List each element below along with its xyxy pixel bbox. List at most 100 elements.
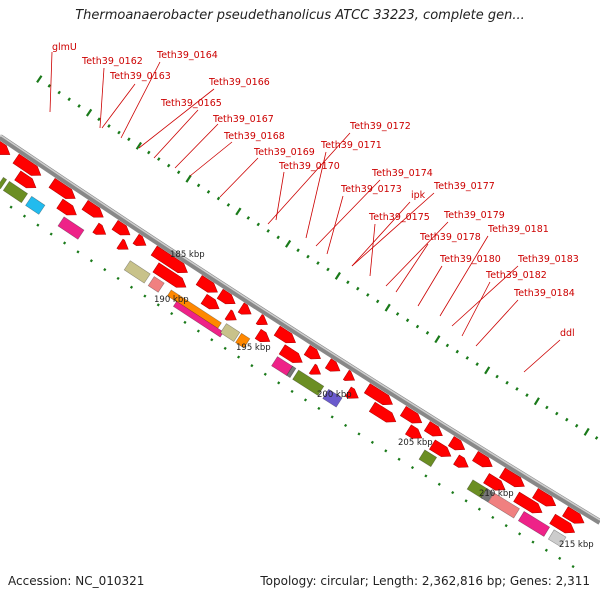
cds-arrow[interactable] <box>278 344 305 367</box>
cds-arrow[interactable] <box>499 467 527 491</box>
cds-arrow[interactable] <box>303 345 323 363</box>
feature-box[interactable] <box>418 449 438 468</box>
feature-box[interactable] <box>147 276 165 293</box>
feature-box[interactable] <box>123 260 151 284</box>
cds-arrow[interactable] <box>255 314 270 329</box>
cds-arrow[interactable] <box>12 153 44 180</box>
track-tick <box>63 241 67 245</box>
gene-label[interactable]: Teth39_0167 <box>212 114 274 125</box>
gene-label[interactable]: Teth39_0177 <box>433 181 495 192</box>
cds-arrow[interactable] <box>273 325 298 347</box>
cds-arrow[interactable] <box>216 288 238 308</box>
cds-arrow[interactable] <box>92 222 109 239</box>
feature-box[interactable] <box>480 488 495 503</box>
minor-tick <box>505 380 509 385</box>
feature-box[interactable] <box>487 492 520 519</box>
minor-tick <box>346 280 350 285</box>
cds-arrow[interactable] <box>308 363 323 379</box>
gene-label[interactable]: Teth39_0164 <box>156 50 218 61</box>
minor-tick <box>356 286 360 291</box>
cds-arrow[interactable] <box>116 238 131 254</box>
minor-tick <box>77 104 81 108</box>
cds-arrow[interactable] <box>132 233 149 250</box>
gene-label[interactable]: Teth39_0163 <box>109 71 171 82</box>
cds-arrow[interactable] <box>324 358 343 376</box>
gene-label[interactable]: Teth39_0170 <box>278 161 340 172</box>
minor-tick <box>515 387 519 391</box>
feature-box[interactable] <box>25 195 46 215</box>
cds-arrow[interactable] <box>453 454 471 472</box>
cds-arrow[interactable] <box>532 488 558 510</box>
genome-backbone <box>0 134 600 525</box>
cds-arrow[interactable] <box>399 406 424 427</box>
cds-arrow[interactable] <box>195 275 220 296</box>
gene-label[interactable]: Teth39_0183 <box>517 254 579 265</box>
gene-label[interactable]: Teth39_0184 <box>513 288 575 299</box>
cds-arrow[interactable] <box>224 309 239 325</box>
cds-arrow[interactable] <box>483 473 508 495</box>
cds-arrow[interactable] <box>472 450 495 471</box>
track-tick <box>424 474 428 478</box>
cds-arrow[interactable] <box>56 198 80 219</box>
gene-label[interactable]: Teth39_0175 <box>368 212 430 223</box>
minor-tick <box>296 248 300 253</box>
cds-arrow[interactable] <box>14 170 39 192</box>
gene-label[interactable]: glmU <box>52 42 77 53</box>
gene-label[interactable]: Teth39_0172 <box>349 121 411 132</box>
cds-arrow[interactable] <box>111 219 133 239</box>
scale-label: 205 kbp <box>398 438 433 448</box>
gene-label[interactable]: Teth39_0168 <box>223 131 285 142</box>
gene-label[interactable]: Teth39_0181 <box>487 224 549 235</box>
gene-label[interactable]: Teth39_0179 <box>443 210 505 221</box>
gene-label[interactable]: Teth39_0178 <box>419 232 481 243</box>
cds-arrow[interactable] <box>549 513 578 537</box>
gene-label[interactable]: Teth39_0162 <box>81 56 143 67</box>
cds-arrow[interactable] <box>254 328 273 346</box>
minor-tick <box>545 405 549 410</box>
cds-arrow[interactable] <box>447 436 467 454</box>
cds-arrow[interactable] <box>0 139 13 159</box>
gene-label[interactable]: Teth39_0182 <box>485 270 547 281</box>
gene-label[interactable]: Teth39_0165 <box>160 98 222 109</box>
cds-arrow[interactable] <box>48 177 78 203</box>
cds-arrow[interactable] <box>81 199 106 221</box>
minor-tick <box>47 83 52 88</box>
cds-arrow[interactable] <box>405 424 424 443</box>
gene-label[interactable]: Teth39_0166 <box>208 77 270 88</box>
cds-arrow[interactable] <box>368 401 399 426</box>
feature-box[interactable] <box>0 176 8 190</box>
cds-arrow[interactable] <box>423 421 445 440</box>
cds-arrow[interactable] <box>513 491 545 517</box>
feature-box[interactable] <box>219 323 241 342</box>
gene-label[interactable]: Teth39_0173 <box>340 184 402 195</box>
gene-label[interactable]: ipk <box>411 190 426 201</box>
cds-arrow[interactable] <box>237 302 254 319</box>
major-tick <box>533 397 540 406</box>
feature-box[interactable] <box>172 300 224 338</box>
cds-arrow[interactable] <box>152 262 189 292</box>
cds-arrow[interactable] <box>344 386 361 403</box>
leader-line <box>461 281 491 337</box>
feature-box[interactable] <box>517 510 551 537</box>
minor-tick <box>176 170 181 175</box>
track-tick <box>464 499 468 503</box>
cds-arrow[interactable] <box>150 245 190 277</box>
feature-box[interactable] <box>292 369 325 396</box>
gene-label[interactable]: ddl <box>560 328 575 339</box>
feature-box[interactable] <box>322 388 343 408</box>
feature-box[interactable] <box>286 365 297 379</box>
cds-arrow[interactable] <box>342 369 357 385</box>
gene-label[interactable]: Teth39_0174 <box>371 168 433 179</box>
cds-arrow[interactable] <box>429 439 453 461</box>
scale-label: 195 kbp <box>236 343 271 353</box>
feature-box[interactable] <box>235 332 251 349</box>
gene-label[interactable]: Teth39_0169 <box>253 147 315 158</box>
cds-arrow[interactable] <box>363 383 395 409</box>
cds-arrow[interactable] <box>562 506 587 528</box>
feature-box[interactable] <box>2 180 29 204</box>
feature-box[interactable] <box>57 216 85 240</box>
gene-label[interactable]: Teth39_0180 <box>439 254 501 265</box>
cds-arrow[interactable] <box>200 293 222 313</box>
gene-label[interactable]: Teth39_0171 <box>320 140 382 151</box>
feature-box[interactable] <box>547 529 567 547</box>
